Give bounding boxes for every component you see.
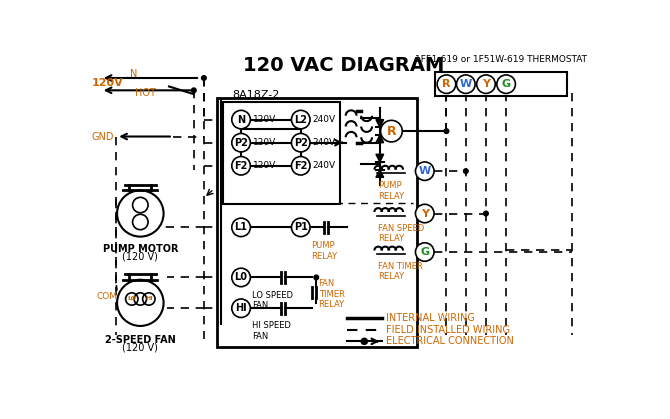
Text: G: G	[502, 79, 511, 89]
Circle shape	[232, 157, 251, 175]
Text: HI: HI	[145, 297, 153, 302]
Text: F2: F2	[234, 161, 248, 171]
Text: HI: HI	[235, 303, 247, 313]
Text: 2-SPEED FAN: 2-SPEED FAN	[105, 335, 176, 345]
Text: 240V: 240V	[312, 115, 336, 124]
Text: ELECTRICAL CONNECTION: ELECTRICAL CONNECTION	[386, 336, 514, 347]
Text: INTERNAL WIRING: INTERNAL WIRING	[386, 313, 475, 323]
Circle shape	[464, 169, 468, 173]
Circle shape	[232, 218, 251, 237]
Circle shape	[232, 110, 251, 129]
Circle shape	[232, 133, 251, 152]
Circle shape	[415, 162, 434, 181]
Text: FAN
TIMER
RELAY: FAN TIMER RELAY	[318, 279, 344, 309]
Text: N: N	[237, 114, 245, 124]
Circle shape	[291, 133, 310, 152]
Text: LO SPEED
FAN: LO SPEED FAN	[252, 290, 293, 310]
Polygon shape	[376, 119, 384, 127]
Bar	[223, 102, 340, 204]
Text: L2: L2	[294, 114, 308, 124]
Text: R: R	[442, 79, 451, 89]
Text: N: N	[131, 69, 138, 79]
Bar	[217, 98, 417, 347]
Circle shape	[381, 120, 402, 142]
Text: FAN TIMER
RELAY: FAN TIMER RELAY	[379, 262, 423, 282]
Text: 120V: 120V	[92, 78, 123, 88]
Circle shape	[232, 299, 251, 318]
Text: P1: P1	[294, 222, 308, 233]
Circle shape	[444, 129, 449, 133]
Text: L0: L0	[234, 272, 248, 282]
Circle shape	[415, 204, 434, 223]
Text: Y: Y	[482, 79, 490, 89]
Polygon shape	[376, 135, 384, 143]
Text: 120V: 120V	[253, 115, 276, 124]
Text: F2: F2	[294, 161, 308, 171]
Circle shape	[291, 110, 310, 129]
Text: (120 V): (120 V)	[123, 342, 158, 352]
Text: HI SPEED
FAN: HI SPEED FAN	[252, 321, 291, 341]
Text: 120V: 120V	[253, 138, 276, 147]
Text: Y: Y	[421, 209, 429, 219]
Text: G: G	[420, 247, 429, 257]
Text: 120V: 120V	[253, 161, 276, 170]
Text: P2: P2	[234, 138, 248, 147]
Polygon shape	[376, 154, 384, 162]
Text: FAN SPEED
RELAY: FAN SPEED RELAY	[379, 223, 425, 243]
Circle shape	[291, 218, 310, 237]
Circle shape	[291, 157, 310, 175]
Polygon shape	[376, 170, 384, 177]
Text: COM: COM	[96, 292, 117, 301]
Text: LO: LO	[127, 297, 136, 302]
Text: (120 V): (120 V)	[123, 252, 158, 261]
Bar	[435, 72, 567, 96]
Text: 240V: 240V	[312, 161, 336, 170]
Text: W: W	[460, 79, 472, 89]
Text: W: W	[419, 166, 431, 176]
Text: R: R	[387, 124, 396, 137]
Text: PUMP
RELAY: PUMP RELAY	[379, 181, 405, 201]
Text: L1: L1	[234, 222, 248, 233]
Circle shape	[484, 211, 488, 216]
Circle shape	[476, 75, 495, 93]
Text: 8A18Z-2: 8A18Z-2	[232, 90, 280, 100]
Text: PUMP
RELAY: PUMP RELAY	[311, 241, 337, 261]
Text: 120 VAC DIAGRAM: 120 VAC DIAGRAM	[243, 57, 444, 75]
Circle shape	[361, 338, 367, 344]
Circle shape	[456, 75, 475, 93]
Circle shape	[232, 268, 251, 287]
Text: HOT: HOT	[135, 88, 156, 98]
Circle shape	[497, 75, 515, 93]
Text: FIELD INSTALLED WIRING: FIELD INSTALLED WIRING	[386, 325, 510, 335]
Text: 240V: 240V	[312, 138, 336, 147]
Circle shape	[192, 88, 196, 93]
Text: GND: GND	[92, 132, 114, 142]
Circle shape	[202, 76, 206, 80]
Text: 1F51-619 or 1F51W-619 THERMOSTAT: 1F51-619 or 1F51W-619 THERMOSTAT	[415, 55, 587, 64]
Circle shape	[437, 75, 456, 93]
Text: PUMP MOTOR: PUMP MOTOR	[103, 244, 178, 254]
Circle shape	[314, 275, 318, 280]
Circle shape	[415, 243, 434, 261]
Text: P2: P2	[294, 138, 308, 147]
